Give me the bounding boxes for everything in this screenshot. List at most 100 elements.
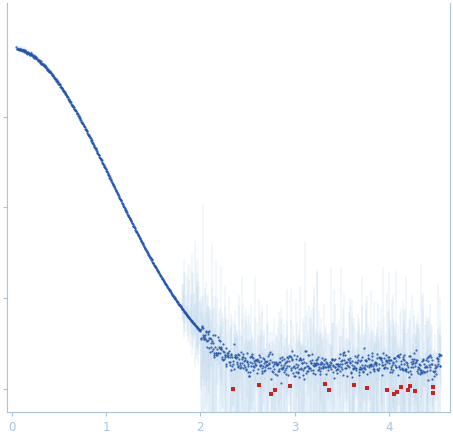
Point xyxy=(422,363,429,370)
Point xyxy=(223,350,231,357)
Point xyxy=(368,356,375,363)
Point xyxy=(375,367,382,374)
Point xyxy=(34,57,42,64)
Point xyxy=(391,354,399,361)
Point xyxy=(407,370,414,377)
Point xyxy=(410,350,418,357)
Point xyxy=(22,49,29,56)
Point xyxy=(167,289,174,296)
Point xyxy=(414,356,421,363)
Point xyxy=(429,367,437,374)
Point xyxy=(313,361,320,368)
Point xyxy=(20,48,27,55)
Point xyxy=(424,354,432,361)
Point xyxy=(148,256,155,263)
Point xyxy=(54,78,62,85)
Point xyxy=(297,365,304,372)
Point xyxy=(284,357,291,364)
Point xyxy=(352,352,359,359)
Point xyxy=(317,364,324,371)
Point xyxy=(300,375,307,382)
Point xyxy=(123,208,130,215)
Point xyxy=(14,46,22,53)
Point xyxy=(54,77,61,84)
Point xyxy=(404,360,411,367)
Point xyxy=(384,387,391,394)
Point xyxy=(266,360,273,367)
Point xyxy=(56,82,63,89)
Point xyxy=(212,349,219,356)
Point xyxy=(106,173,113,180)
Point xyxy=(191,321,198,328)
Point xyxy=(71,105,78,112)
Point xyxy=(410,355,417,362)
Point xyxy=(173,297,180,304)
Point xyxy=(77,117,84,124)
Point xyxy=(256,361,264,368)
Point xyxy=(352,366,359,373)
Point xyxy=(71,107,78,114)
Point xyxy=(394,351,401,358)
Point xyxy=(16,45,24,52)
Point xyxy=(114,191,121,198)
Point xyxy=(270,369,277,376)
Point xyxy=(161,279,168,286)
Point xyxy=(402,358,409,365)
Point xyxy=(374,354,381,361)
Point xyxy=(338,366,346,373)
Point xyxy=(109,179,116,186)
Point xyxy=(250,357,257,364)
Point xyxy=(323,360,331,367)
Point xyxy=(166,287,173,294)
Point xyxy=(366,361,373,368)
Point xyxy=(165,286,173,293)
Point xyxy=(302,363,309,370)
Point xyxy=(194,324,201,331)
Point xyxy=(233,354,241,361)
Point xyxy=(398,384,405,391)
Point xyxy=(140,241,147,248)
Point xyxy=(366,363,373,370)
Point xyxy=(319,364,326,371)
Point xyxy=(54,79,61,86)
Point xyxy=(276,355,284,362)
Point xyxy=(231,354,238,361)
Point xyxy=(423,357,430,364)
Point xyxy=(116,194,123,201)
Point xyxy=(24,49,31,56)
Point xyxy=(368,349,376,356)
Point xyxy=(111,183,118,190)
Point xyxy=(145,253,153,260)
Point xyxy=(287,364,294,371)
Point xyxy=(96,152,103,159)
Point xyxy=(59,84,66,91)
Point xyxy=(190,320,198,327)
Point xyxy=(340,371,347,378)
Point xyxy=(27,52,34,59)
Point xyxy=(253,356,260,363)
Point xyxy=(347,368,355,375)
Point xyxy=(193,323,200,330)
Point xyxy=(203,343,211,350)
Point xyxy=(149,258,156,265)
Point xyxy=(202,332,209,339)
Point xyxy=(255,366,262,373)
Point xyxy=(215,343,222,350)
Point xyxy=(188,318,196,325)
Point xyxy=(226,361,234,368)
Point xyxy=(376,361,383,368)
Point xyxy=(28,51,35,58)
Point xyxy=(78,119,85,126)
Point xyxy=(337,357,344,364)
Point xyxy=(250,367,257,374)
Point xyxy=(265,364,272,371)
Point xyxy=(19,48,26,55)
Point xyxy=(174,299,181,306)
Point xyxy=(273,362,280,369)
Point xyxy=(350,365,357,372)
Point xyxy=(111,184,118,191)
Point xyxy=(173,298,181,305)
Point xyxy=(50,72,57,79)
Point xyxy=(155,270,163,277)
Point xyxy=(32,53,39,60)
